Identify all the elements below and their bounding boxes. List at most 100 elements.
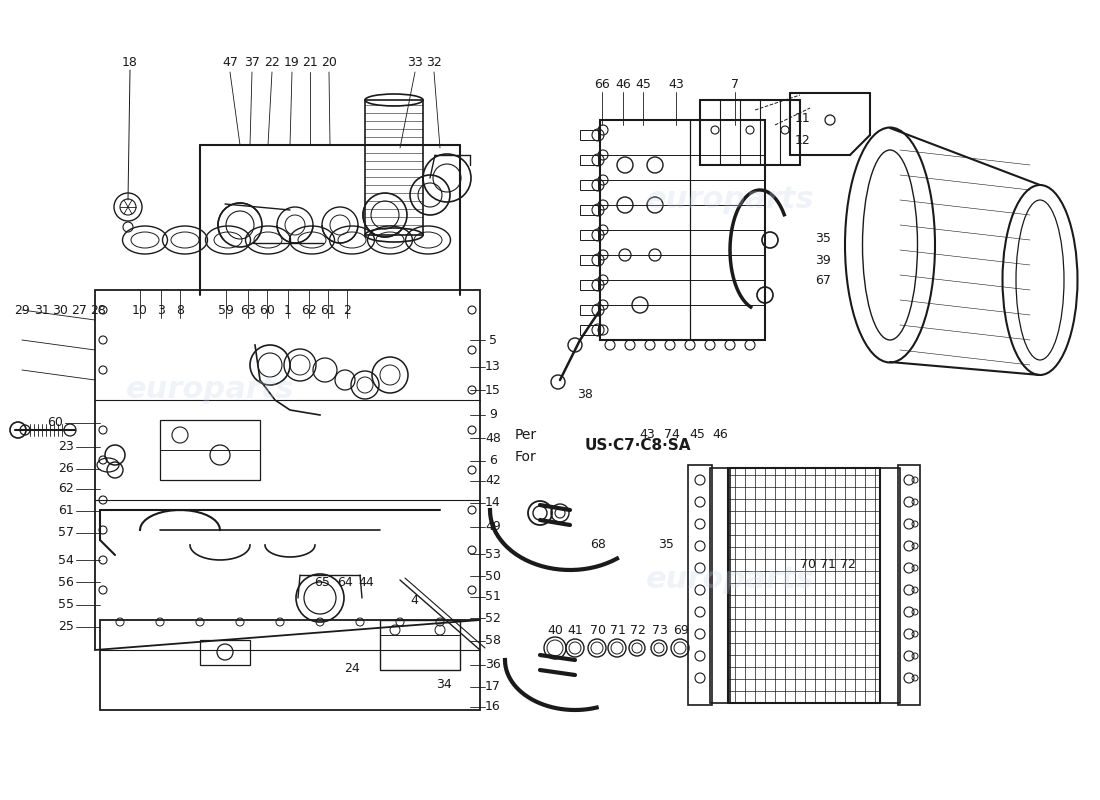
Text: 35: 35 <box>815 231 830 245</box>
Text: 5: 5 <box>490 334 497 346</box>
Text: 31: 31 <box>34 303 50 317</box>
Bar <box>580 280 598 290</box>
Text: 44: 44 <box>359 577 374 590</box>
Text: 48: 48 <box>485 431 501 445</box>
Bar <box>200 640 250 665</box>
Text: 33: 33 <box>407 57 422 70</box>
Text: 27: 27 <box>72 303 87 317</box>
Text: 21: 21 <box>302 57 318 70</box>
Text: For: For <box>515 450 537 464</box>
Text: 57: 57 <box>58 526 74 539</box>
Text: 8: 8 <box>176 303 184 317</box>
Text: 10: 10 <box>132 303 147 317</box>
Text: 22: 22 <box>264 57 279 70</box>
Text: 60: 60 <box>260 303 275 317</box>
Text: 52: 52 <box>485 611 501 625</box>
Text: 37: 37 <box>244 57 260 70</box>
Text: 42: 42 <box>485 474 501 487</box>
Text: 74: 74 <box>664 429 680 442</box>
Bar <box>580 255 598 265</box>
Text: 61: 61 <box>58 505 74 518</box>
Text: 34: 34 <box>436 678 452 691</box>
Text: 6: 6 <box>490 454 497 467</box>
Text: 53: 53 <box>485 547 501 561</box>
Text: 30: 30 <box>52 303 68 317</box>
Bar <box>160 420 260 480</box>
Text: 46: 46 <box>712 429 728 442</box>
Text: 50: 50 <box>485 570 501 582</box>
Text: 3: 3 <box>157 303 165 317</box>
Text: 43: 43 <box>668 78 684 91</box>
Text: 17: 17 <box>485 681 501 694</box>
Text: 59: 59 <box>218 303 234 317</box>
Text: 58: 58 <box>485 634 501 647</box>
Bar <box>580 130 598 140</box>
Bar <box>379 620 460 670</box>
Bar <box>710 468 730 703</box>
Text: 23: 23 <box>58 441 74 454</box>
Text: 14: 14 <box>485 497 501 510</box>
Text: europarts: europarts <box>125 375 295 405</box>
Bar <box>365 100 424 235</box>
Text: 71: 71 <box>610 625 626 638</box>
Bar <box>688 465 712 705</box>
Text: 62: 62 <box>301 303 317 317</box>
Text: 55: 55 <box>58 598 74 611</box>
Text: 54: 54 <box>58 554 74 566</box>
Text: 70: 70 <box>800 558 816 571</box>
Text: 62: 62 <box>58 482 74 495</box>
Text: 60: 60 <box>47 417 63 430</box>
Text: 45: 45 <box>689 429 705 442</box>
Text: 1: 1 <box>284 303 292 317</box>
Text: europarts: europarts <box>646 186 814 214</box>
Text: 46: 46 <box>615 78 631 91</box>
Bar <box>728 468 880 703</box>
Text: 12: 12 <box>795 134 811 146</box>
Text: 72: 72 <box>840 558 856 571</box>
Text: 43: 43 <box>639 429 654 442</box>
Text: 11: 11 <box>795 111 811 125</box>
Text: 67: 67 <box>815 274 830 286</box>
Text: 38: 38 <box>578 389 593 402</box>
Bar <box>600 120 764 340</box>
Text: 49: 49 <box>485 521 501 534</box>
Text: 19: 19 <box>284 57 300 70</box>
Text: 40: 40 <box>547 625 563 638</box>
Text: 32: 32 <box>426 57 442 70</box>
Text: europarts: europarts <box>646 566 814 594</box>
Text: 9: 9 <box>490 409 497 422</box>
Bar <box>580 155 598 165</box>
Text: 45: 45 <box>635 78 651 91</box>
Bar <box>580 205 598 215</box>
Text: 69: 69 <box>673 625 689 638</box>
Bar <box>898 465 920 705</box>
Text: 64: 64 <box>337 577 353 590</box>
Text: 47: 47 <box>222 57 238 70</box>
Text: 4: 4 <box>410 594 418 607</box>
Text: 71: 71 <box>821 558 836 571</box>
Text: 26: 26 <box>58 462 74 475</box>
Text: 16: 16 <box>485 701 501 714</box>
Text: 63: 63 <box>240 303 256 317</box>
Bar <box>580 305 598 315</box>
Text: 20: 20 <box>321 57 337 70</box>
Text: 2: 2 <box>343 303 351 317</box>
Text: 56: 56 <box>58 575 74 589</box>
Bar <box>100 620 480 710</box>
Text: 73: 73 <box>652 625 668 638</box>
Text: 36: 36 <box>485 658 501 671</box>
Text: 72: 72 <box>630 625 646 638</box>
Bar <box>580 180 598 190</box>
Text: 29: 29 <box>14 303 30 317</box>
Text: US·C7·C8·SA: US·C7·C8·SA <box>585 438 692 454</box>
Text: 28: 28 <box>90 303 106 317</box>
Text: 15: 15 <box>485 383 501 397</box>
Text: 39: 39 <box>815 254 830 266</box>
Text: 68: 68 <box>590 538 606 551</box>
Text: 18: 18 <box>122 57 138 70</box>
Text: 70: 70 <box>590 625 606 638</box>
Text: 25: 25 <box>58 621 74 634</box>
Text: 51: 51 <box>485 590 501 603</box>
Text: 35: 35 <box>658 538 674 551</box>
Bar <box>880 468 900 703</box>
